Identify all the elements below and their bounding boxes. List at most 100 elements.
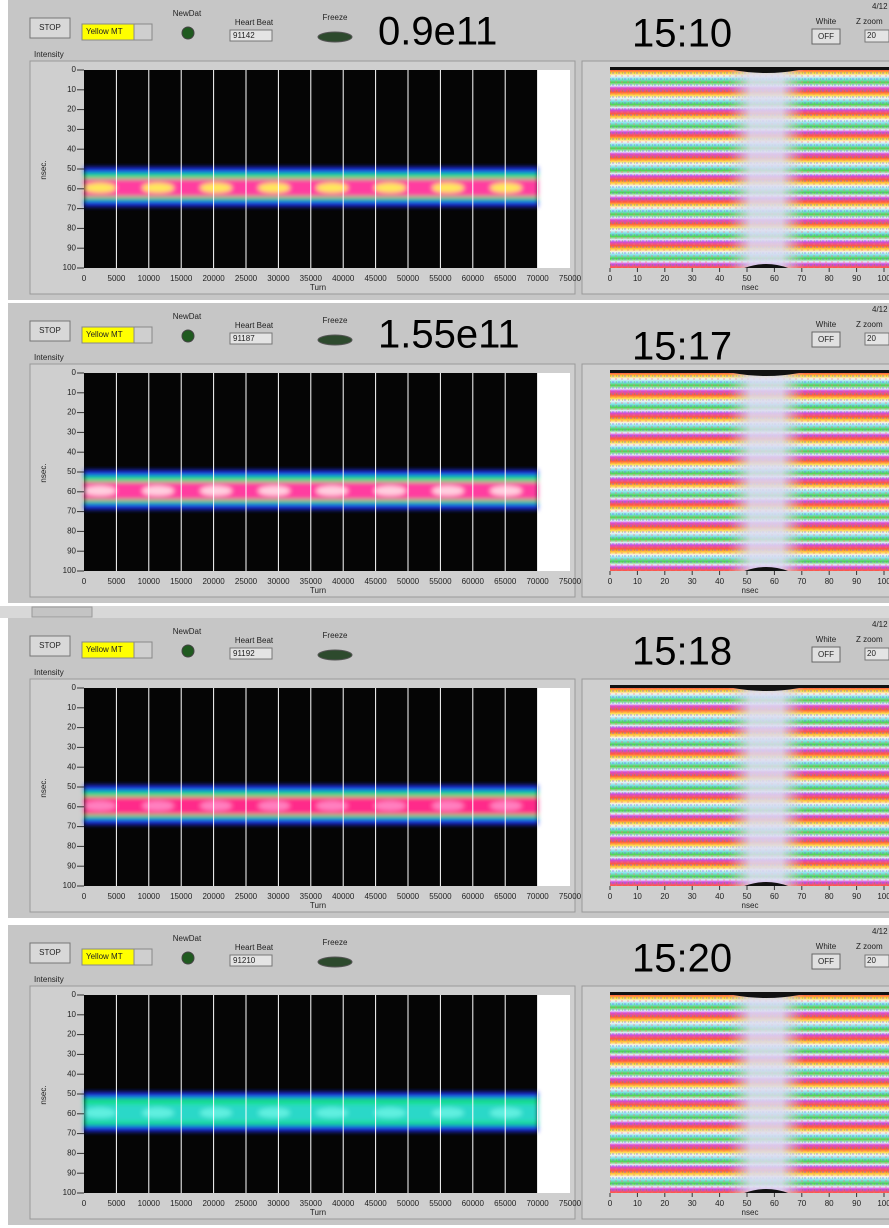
freeze-toggle[interactable] <box>318 957 352 967</box>
freeze-toggle[interactable] <box>318 32 352 42</box>
selector-arrow[interactable] <box>134 949 152 965</box>
date-label: 4/12 <box>872 2 888 11</box>
selector-arrow[interactable] <box>134 642 152 658</box>
screenshot: STOPYellow MTNewDatHeart Beat91142Freeze… <box>0 0 889 1228</box>
left-y-tick-label: 50 <box>67 782 76 791</box>
right-x-tick-label: 40 <box>715 1199 724 1208</box>
left-y-tick-label: 60 <box>67 1109 76 1118</box>
left-y-tick-label: 50 <box>67 1089 76 1098</box>
left-y-tick-label: 70 <box>67 1129 76 1138</box>
left-y-tick-label: 0 <box>72 683 77 692</box>
band-hotspot <box>258 486 290 496</box>
freeze-label: Freeze <box>323 938 348 947</box>
left-x-tick-label: 60000 <box>462 1199 485 1208</box>
left-x-tick-label: 25000 <box>235 577 258 586</box>
right-x-tick-label: 60 <box>770 274 779 283</box>
right-x-tick-label: 60 <box>770 1199 779 1208</box>
newdat-led <box>182 330 194 342</box>
left-y-tick-label: 60 <box>67 802 76 811</box>
newdat-label: NewDat <box>173 9 202 18</box>
band-hotspot <box>432 1108 464 1118</box>
left-x-tick-label: 0 <box>82 274 87 283</box>
right-x-axis-label: nsec <box>742 1208 759 1217</box>
time-annotation: 15:10 <box>632 12 732 56</box>
left-x-axis-label: Turn <box>310 586 326 595</box>
left-y-tick-label: 100 <box>63 566 77 575</box>
band-hotspot <box>490 1108 522 1118</box>
stop-label: STOP <box>39 23 61 32</box>
band-hotspot <box>200 801 232 811</box>
right-x-tick-label: 50 <box>743 1199 752 1208</box>
left-y-tick-label: 30 <box>67 428 76 437</box>
left-x-tick-label: 25000 <box>235 892 258 901</box>
left-plot-blank <box>538 995 570 1193</box>
right-x-tick-label: 80 <box>825 577 834 586</box>
left-x-tick-label: 40000 <box>332 577 355 586</box>
left-y-tick-label: 70 <box>67 507 76 516</box>
freeze-label: Freeze <box>323 13 348 22</box>
right-x-tick-label: 10 <box>633 577 642 586</box>
left-x-tick-label: 20000 <box>202 274 225 283</box>
left-x-tick-label: 5000 <box>108 577 126 586</box>
white-value: OFF <box>818 335 834 344</box>
band-hotspot <box>84 1108 116 1118</box>
selector-label: Yellow MT <box>86 645 123 654</box>
left-y-tick-label: 70 <box>67 822 76 831</box>
left-y-tick-label: 80 <box>67 1149 76 1158</box>
left-y-tick-label: 100 <box>63 263 77 272</box>
intensity-label: Intensity <box>34 975 64 984</box>
heartbeat-value: 91210 <box>233 956 256 965</box>
band-hotspot <box>142 486 174 496</box>
date-label: 4/12 <box>872 927 888 936</box>
left-y-tick-label: 100 <box>63 881 77 890</box>
page: STOPYellow MTNewDatHeart Beat91142Freeze… <box>0 0 889 1228</box>
right-plot-column <box>728 373 805 571</box>
right-x-tick-label: 70 <box>797 1199 806 1208</box>
left-y-tick-label: 50 <box>67 164 76 173</box>
band-hotspot <box>432 801 464 811</box>
panel: STOPYellow MTNewDatHeart Beat91187Freeze… <box>8 303 889 603</box>
left-x-tick-label: 65000 <box>494 577 517 586</box>
left-plot-blank <box>538 688 570 886</box>
left-y-tick-label: 10 <box>67 85 76 94</box>
heartbeat-label: Heart Beat <box>235 943 274 952</box>
band-hotspot <box>490 486 522 496</box>
left-y-tick-label: 10 <box>67 388 76 397</box>
right-x-tick-label: 70 <box>797 577 806 586</box>
left-y-tick-label: 60 <box>67 487 76 496</box>
left-x-tick-label: 15000 <box>170 892 193 901</box>
left-y-tick-label: 70 <box>67 204 76 213</box>
left-y-tick-label: 90 <box>67 1168 76 1177</box>
right-x-axis-label: nsec <box>742 586 759 595</box>
left-x-tick-label: 60000 <box>462 274 485 283</box>
band-hotspot <box>200 1108 232 1118</box>
white-label: White <box>816 17 837 26</box>
left-y-tick-label: 20 <box>67 105 76 114</box>
zoom-label: Z zoom <box>856 320 883 329</box>
heartbeat-value: 91187 <box>233 334 255 343</box>
right-x-tick-label: 90 <box>852 577 861 586</box>
time-annotation: 15:17 <box>632 325 732 369</box>
selector-arrow[interactable] <box>134 24 152 40</box>
newdat-label: NewDat <box>173 627 202 636</box>
time-annotation: 15:18 <box>632 630 732 674</box>
left-y-tick-label: 90 <box>67 546 76 555</box>
band-hotspot <box>84 183 116 193</box>
left-x-tick-label: 20000 <box>202 1199 225 1208</box>
zoom-label: Z zoom <box>856 942 883 951</box>
right-x-tick-label: 70 <box>797 892 806 901</box>
intensity-label: Intensity <box>34 353 64 362</box>
right-x-tick-label: 100 <box>877 1199 889 1208</box>
left-plot-blank <box>538 373 570 571</box>
freeze-toggle[interactable] <box>318 335 352 345</box>
left-x-tick-label: 55000 <box>429 274 452 283</box>
white-label: White <box>816 942 837 951</box>
left-x-tick-label: 0 <box>82 1199 87 1208</box>
freeze-toggle[interactable] <box>318 650 352 660</box>
right-x-tick-label: 30 <box>688 577 697 586</box>
band-hotspot <box>142 1108 174 1118</box>
left-x-tick-label: 5000 <box>108 892 126 901</box>
selector-arrow[interactable] <box>134 327 152 343</box>
band-hotspot <box>84 801 116 811</box>
freeze-label: Freeze <box>323 316 348 325</box>
